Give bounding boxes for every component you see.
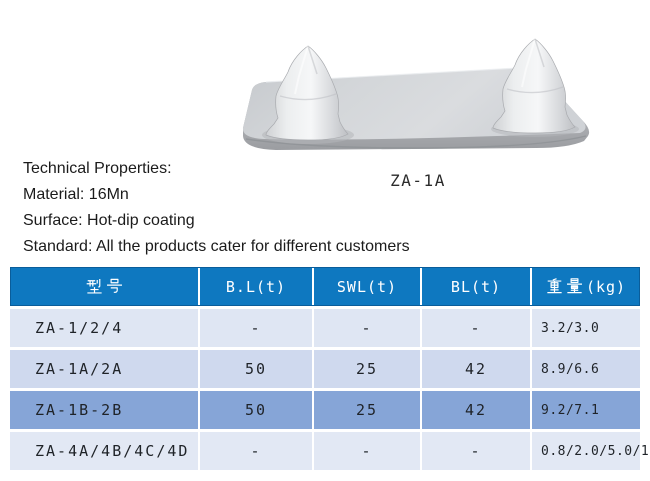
column-header-label: SWL(t): [336, 277, 398, 296]
cell-weight: 8.9/6.6: [532, 350, 640, 388]
spec-table: B.L(t) SWL(t) BL(t) (kg) ZA-1/2/4 - - - …: [10, 267, 650, 470]
right-cone: [491, 38, 579, 137]
cell-swl: -: [314, 309, 420, 347]
column-header-model: [10, 267, 198, 306]
technical-properties: Technical Properties: Material: 16Mn Sur…: [23, 156, 623, 260]
cell-bl: -: [422, 432, 530, 470]
column-header-label: BL(t): [450, 277, 502, 296]
technical-properties-heading: Technical Properties:: [23, 160, 172, 177]
cell-bl-breaking: 50: [200, 350, 312, 388]
cell-model: ZA-1/2/4: [10, 309, 198, 347]
weight-unit-label: (kg): [585, 277, 627, 296]
cell-model: ZA-4A/4B/4C/4D: [10, 432, 198, 470]
left-cone: [262, 45, 354, 144]
cell-weight: 0.8/2.0/5.0/12.0: [532, 432, 650, 470]
cell-bl: -: [422, 309, 530, 347]
cell-weight: 9.2/7.1: [532, 391, 640, 429]
cell-bl-breaking: -: [200, 432, 312, 470]
table-header-row: B.L(t) SWL(t) BL(t) (kg): [10, 267, 640, 306]
standard-line: Standard: All the products cater for dif…: [23, 238, 410, 255]
cell-swl: 25: [314, 391, 420, 429]
product-caption: ZA-1A: [390, 171, 446, 190]
surface-line: Surface: Hot-dip coating: [23, 212, 195, 229]
cn-glyph-xing: [86, 279, 102, 294]
cell-swl: 25: [314, 350, 420, 388]
cn-glyph-liang: [566, 278, 582, 294]
cell-bl: 42: [422, 391, 530, 429]
cell-swl: -: [314, 432, 420, 470]
cell-bl-breaking: 50: [200, 391, 312, 429]
column-header-label: B.L(t): [225, 277, 287, 296]
cn-glyph-hao: [106, 278, 122, 293]
material-line: Material: 16Mn: [23, 186, 129, 203]
cell-bl-breaking: -: [200, 309, 312, 347]
column-header-weight: (kg): [532, 267, 640, 306]
column-header-bl: BL(t): [422, 267, 530, 306]
cell-weight: 3.2/3.0: [532, 309, 640, 347]
cn-glyph-zhong: [547, 278, 562, 294]
cell-model: ZA-1A/2A: [10, 350, 198, 388]
column-header-bl-breaking: B.L(t): [200, 267, 312, 306]
cell-bl: 42: [422, 350, 530, 388]
product-photo: [242, 38, 590, 150]
cell-model: ZA-1B-2B: [10, 391, 198, 429]
column-header-swl: SWL(t): [314, 267, 420, 306]
